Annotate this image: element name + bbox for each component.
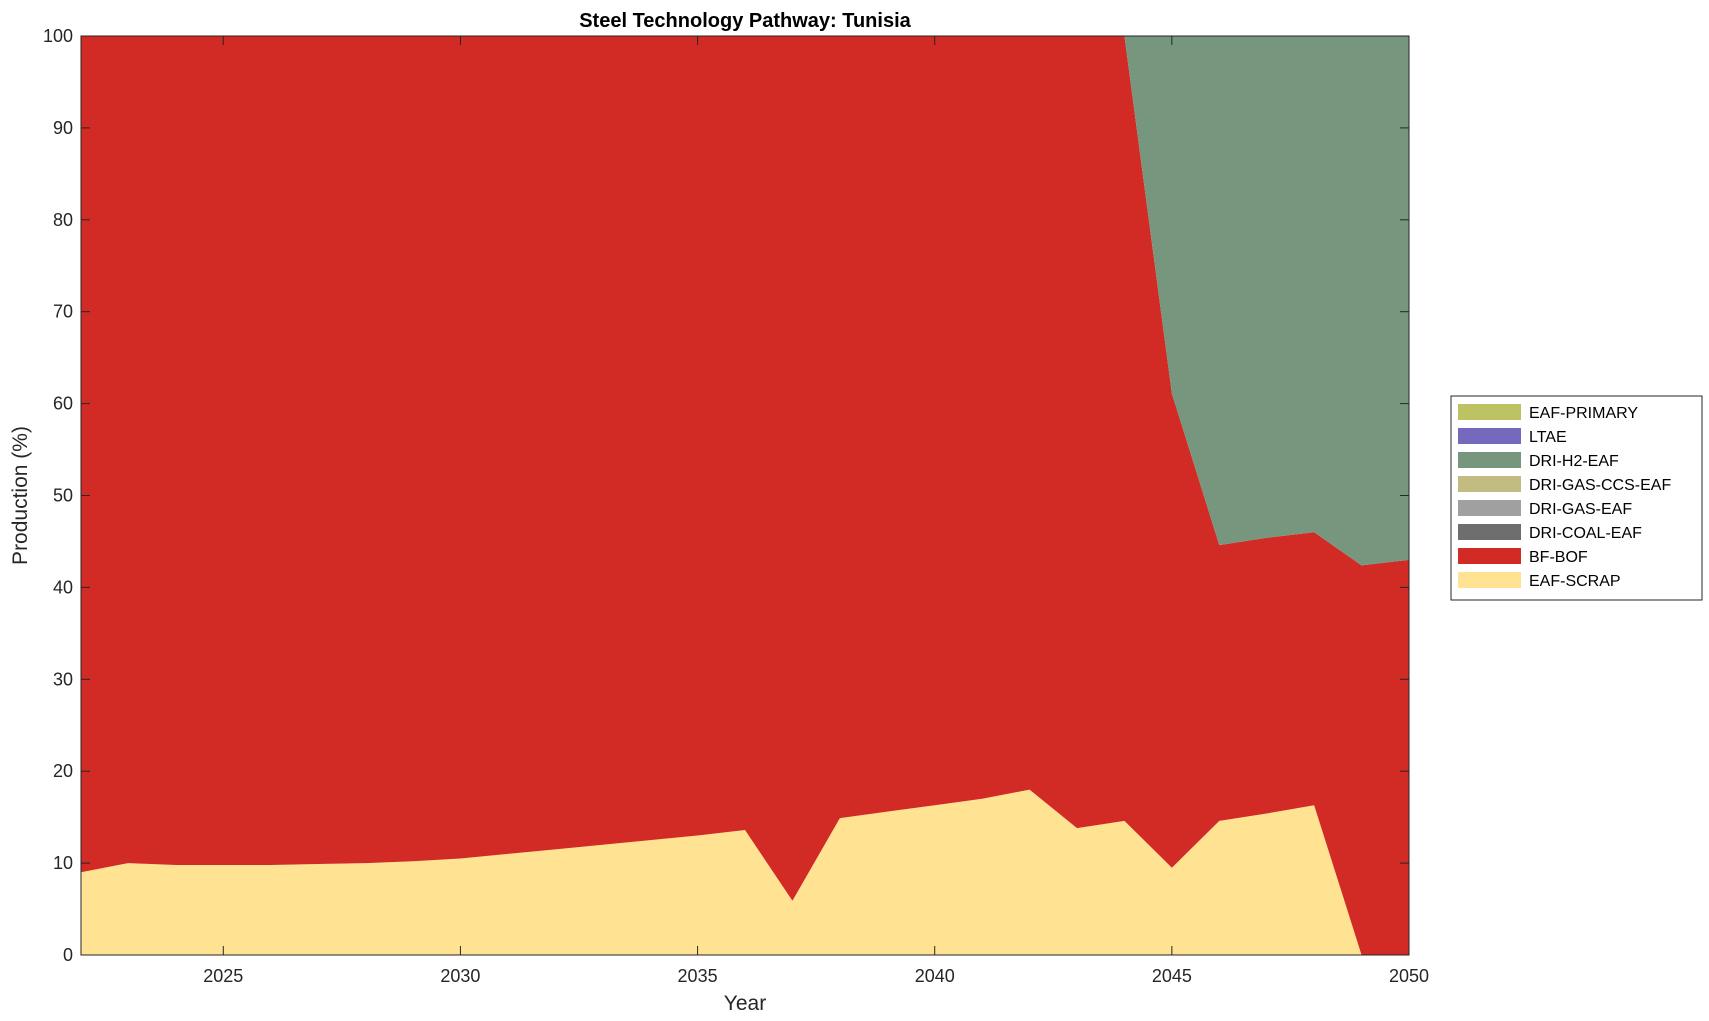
x-tick-label: 2025 [203,966,243,986]
legend-box [1450,395,1703,601]
legend-label: DRI-GAS-EAF [1529,501,1632,518]
y-tick-label: 30 [53,669,73,689]
legend-label: BF-BOF [1529,549,1588,566]
legend-swatch [1458,476,1521,492]
x-tick-label: 2035 [678,966,718,986]
axis-ticks-group: 2025 2030 2035 2040 2045 20500102030405060708… [43,26,1429,986]
y-tick-label: 70 [53,302,73,322]
x-tick-label: 2045 [1152,966,1192,986]
x-tick-label: 2040 [915,966,955,986]
y-tick-label: 90 [53,118,73,138]
legend-swatch [1458,404,1521,420]
y-tick-label: 20 [53,761,73,781]
area-eaf-scrap [81,789,1409,955]
area-bf-bof [81,36,1409,955]
legend-swatch [1458,500,1521,516]
y-tick-label: 100 [43,26,73,46]
y-tick-label: 60 [53,394,73,414]
x-axis-label: Year [724,992,766,1015]
y-tick-label: 50 [53,486,73,506]
legend-label: EAF-SCRAP [1529,573,1621,590]
legend: EAF-PRIMARY LTAE DRI-H2-EAF DRI-GAS-CCS-EAF… [1450,395,1703,601]
legend-swatch [1458,452,1521,468]
legend-label: DRI-COAL-EAF [1529,525,1642,542]
legend-label: DRI-GAS-CCS-EAF [1529,477,1671,494]
legend-label: LTAE [1529,429,1567,446]
area-series-group [81,36,1409,955]
y-tick-label: 0 [63,945,73,965]
area-dri-h2-eaf [81,36,1409,566]
chart-title: Steel Technology Pathway: Tunisia [579,10,911,32]
legend-swatch [1458,548,1521,564]
legend-label: EAF-PRIMARY [1529,405,1638,422]
legend-swatch [1458,524,1521,540]
y-axis-label: Production (%) [9,426,32,565]
y-tick-label: 40 [53,577,73,597]
y-tick-label: 10 [53,853,73,873]
legend-swatch [1458,428,1521,444]
legend-label: DRI-H2-EAF [1529,453,1619,470]
x-tick-label: 2050 [1389,966,1429,986]
x-tick-label: 2030 [440,966,480,986]
legend-swatch [1458,572,1521,588]
y-tick-label: 80 [53,210,73,230]
